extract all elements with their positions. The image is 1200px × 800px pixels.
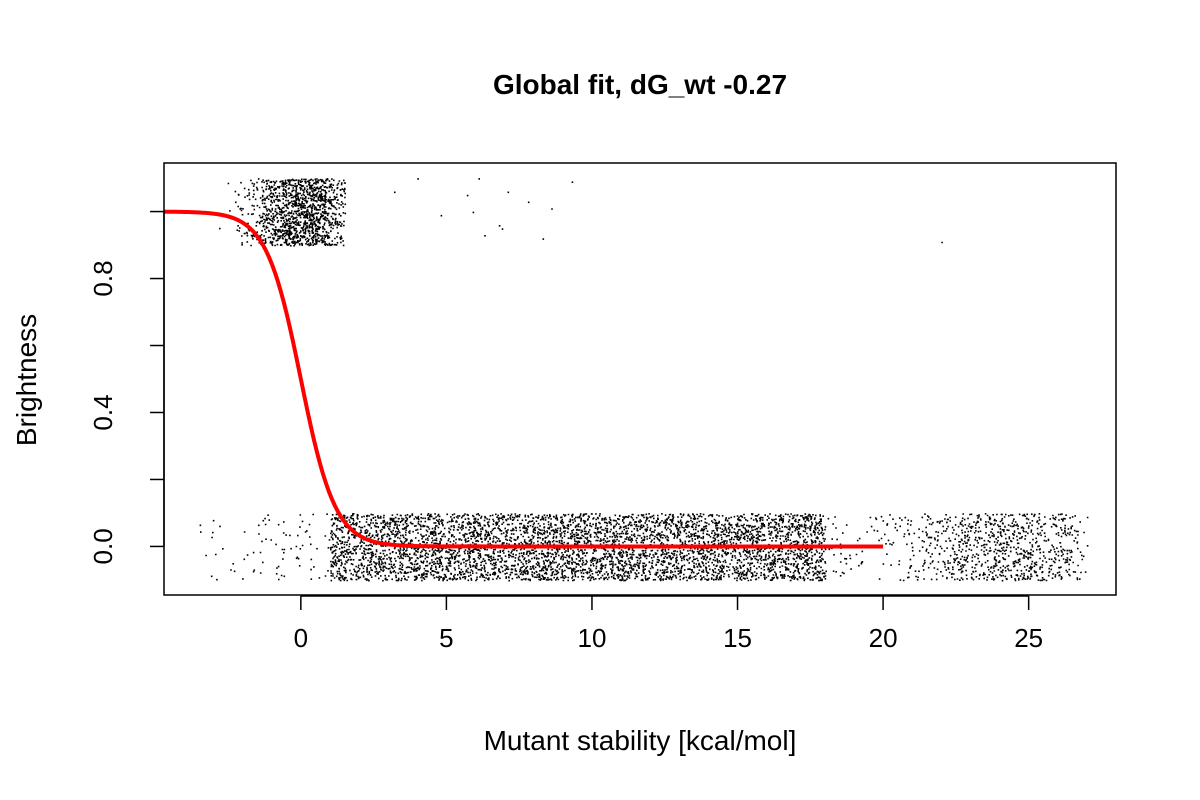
y-axis-title: Brightness [11, 314, 42, 446]
y-axis: 0.0 0.4 0.8 [88, 210, 165, 564]
x-tick-label: 5 [439, 623, 453, 653]
x-axis: 0 5 10 15 20 25 [294, 595, 1043, 653]
scatter-point-cloud [199, 178, 1089, 582]
fit-curve [163, 209, 884, 549]
y-tick-label: 0.8 [88, 260, 118, 296]
x-tick-label: 25 [1014, 623, 1043, 653]
x-tick-label: 10 [578, 623, 607, 653]
chart-title: Global fit, dG_wt -0.27 [493, 69, 787, 100]
y-tick-label: 0.0 [88, 528, 118, 564]
x-axis-title: Mutant stability [kcal/mol] [484, 725, 797, 756]
y-tick-label: 0.4 [88, 394, 118, 430]
scatter-points [199, 178, 1089, 582]
x-tick-label: 15 [723, 623, 752, 653]
x-tick-label: 0 [294, 623, 308, 653]
x-tick-label: 20 [869, 623, 898, 653]
